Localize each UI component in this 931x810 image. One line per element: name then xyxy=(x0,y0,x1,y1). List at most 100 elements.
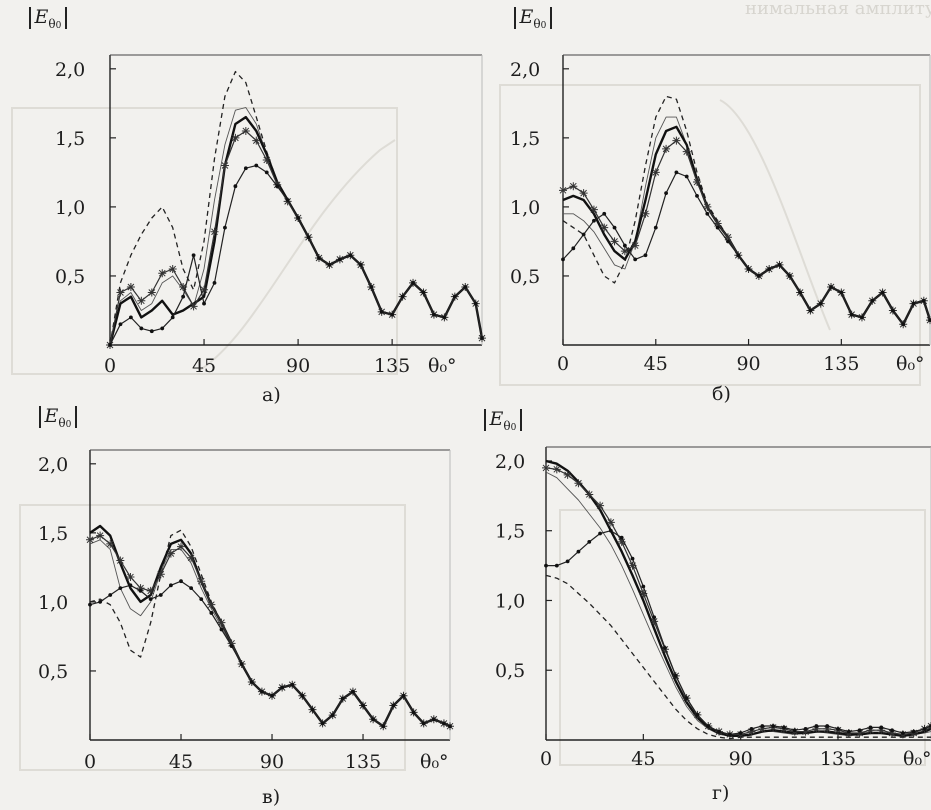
dot-marker xyxy=(148,597,153,602)
dot-marker xyxy=(653,225,658,230)
panel-caption-a: а) xyxy=(262,384,281,406)
dot-marker xyxy=(756,274,761,278)
dot-marker xyxy=(829,285,833,289)
star-marker xyxy=(217,618,226,627)
star-marker xyxy=(747,727,756,736)
dot-marker xyxy=(138,588,143,593)
dot-marker xyxy=(432,312,436,317)
star-marker xyxy=(200,285,209,294)
dot-marker xyxy=(561,257,565,262)
dot-marker xyxy=(608,528,613,533)
star-marker xyxy=(713,219,722,228)
star-marker xyxy=(137,296,146,305)
dot-marker xyxy=(219,627,224,632)
dot-marker xyxy=(390,312,395,317)
dot-marker xyxy=(695,193,699,198)
dot-marker xyxy=(808,308,813,313)
dot-marker xyxy=(480,336,484,340)
dot-marker xyxy=(911,729,916,734)
dot-marker xyxy=(705,211,710,216)
star-marker xyxy=(758,724,767,733)
star-marker xyxy=(610,237,619,246)
dot-marker xyxy=(684,696,689,701)
dot-marker xyxy=(619,535,624,540)
dot-marker xyxy=(782,725,786,730)
dot-marker xyxy=(296,216,300,220)
star-marker xyxy=(86,535,94,544)
dot-marker xyxy=(260,689,264,694)
star-marker xyxy=(552,465,561,474)
y-tick-label: 1,5 xyxy=(38,523,68,545)
x-tick-label: 90 xyxy=(260,751,284,773)
panel-caption-v: в) xyxy=(262,786,281,808)
x-tick-label: 135 xyxy=(823,353,859,375)
dot-marker xyxy=(202,301,206,306)
x-tick-label: 0 xyxy=(557,353,569,375)
dot-marker xyxy=(128,315,133,320)
dot-marker xyxy=(448,724,452,729)
dot-marker xyxy=(442,721,446,726)
dot-marker xyxy=(191,253,196,258)
dot-marker xyxy=(598,531,602,536)
x-tick-label: 0 xyxy=(104,355,116,377)
dot-marker xyxy=(290,682,295,687)
dot-marker xyxy=(98,600,103,604)
star-marker xyxy=(631,241,640,250)
y-axis-label-b: Eθ0 xyxy=(510,6,556,31)
star-marker xyxy=(136,584,145,593)
y-axis-label-a: Eθ0 xyxy=(25,6,71,31)
x-tick-label: 0 xyxy=(84,751,96,773)
dot-marker xyxy=(798,290,803,295)
y-tick-label: 2,0 xyxy=(38,454,68,476)
dot-marker xyxy=(652,615,657,620)
dot-marker xyxy=(717,729,721,734)
dot-marker xyxy=(249,680,254,684)
dot-marker xyxy=(300,693,305,698)
y-tick-label: 2,0 xyxy=(55,59,85,81)
dot-marker xyxy=(803,726,808,731)
dot-marker xyxy=(576,549,581,554)
star-marker xyxy=(801,727,810,736)
dot-marker xyxy=(622,243,627,248)
dot-marker xyxy=(381,724,386,729)
dot-marker xyxy=(554,563,559,568)
star-marker xyxy=(563,470,572,479)
star-marker xyxy=(569,182,578,191)
dot-marker xyxy=(379,309,384,314)
star-marker xyxy=(662,144,671,153)
star-marker xyxy=(620,247,629,256)
dot-marker xyxy=(223,225,227,230)
dot-marker xyxy=(361,703,365,708)
star-marker xyxy=(823,724,832,733)
dot-marker xyxy=(189,586,194,590)
dot-marker xyxy=(846,729,851,734)
dot-marker xyxy=(421,290,426,295)
dot-marker xyxy=(890,728,894,733)
x-tick-label: 90 xyxy=(729,748,753,770)
star-marker xyxy=(231,133,240,142)
star-marker xyxy=(156,570,165,579)
dot-marker xyxy=(310,707,315,712)
dot-marker xyxy=(706,724,711,728)
star-marker xyxy=(197,577,206,586)
star-marker xyxy=(241,126,250,135)
dot-marker xyxy=(760,724,765,728)
star-marker xyxy=(628,561,637,570)
dot-marker xyxy=(369,285,374,289)
dot-marker xyxy=(181,294,186,299)
dot-marker xyxy=(674,170,679,175)
star-marker xyxy=(187,553,196,562)
dot-marker xyxy=(544,563,548,568)
star-marker xyxy=(600,223,609,232)
dot-marker xyxy=(818,301,823,306)
y-axis-label-g: Eθ0 xyxy=(480,408,526,433)
star-marker xyxy=(866,726,875,735)
dot-marker xyxy=(463,285,468,289)
star-marker xyxy=(168,265,177,274)
dot-marker xyxy=(351,689,355,694)
star-marker xyxy=(542,463,550,472)
x-axis-unit-label: θ₀° xyxy=(896,353,925,375)
